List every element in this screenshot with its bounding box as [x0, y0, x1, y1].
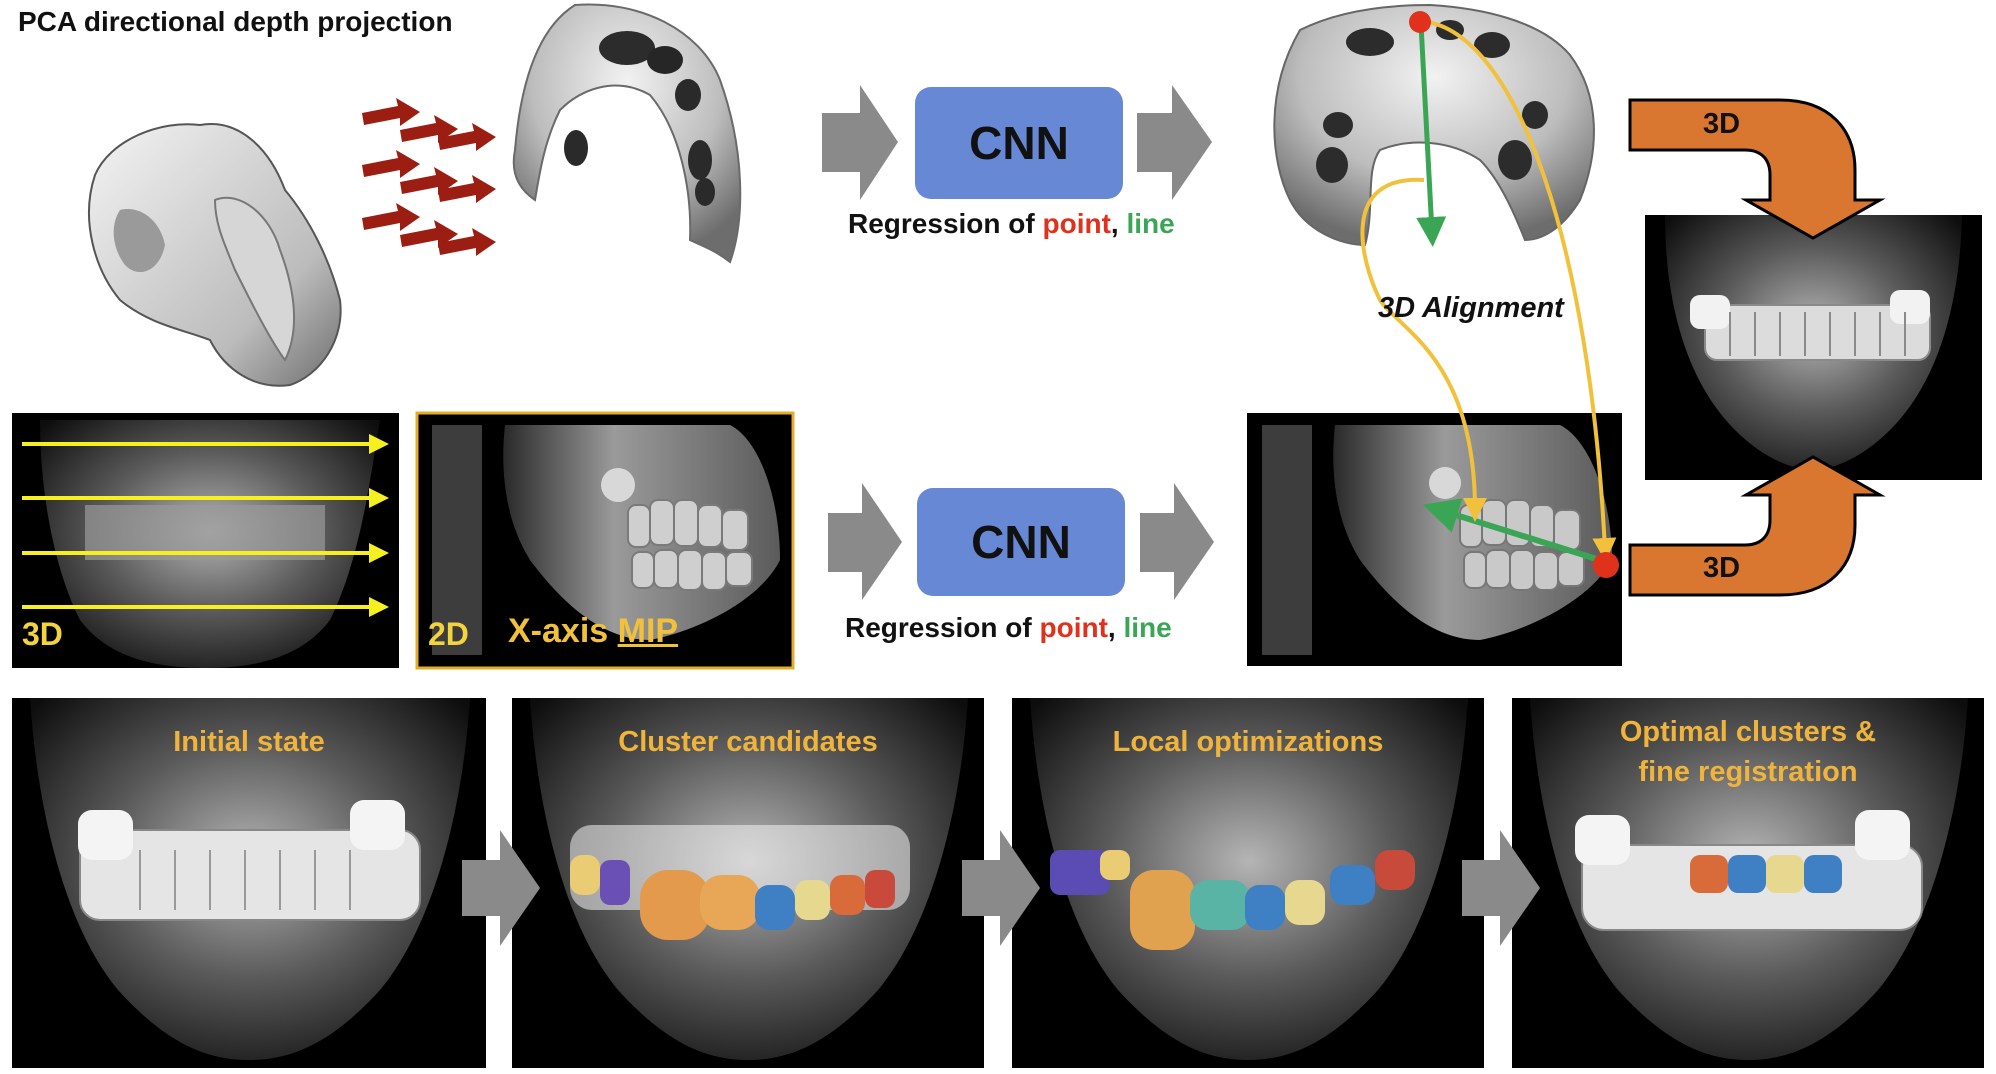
stage-caption-4a: Optimal clusters & — [1619, 716, 1877, 748]
stage-caption-4b: fine registration — [1638, 756, 1858, 788]
stage-caption-1: Initial state — [173, 726, 325, 758]
scan-panel — [12, 413, 399, 668]
alignment-curve-outer — [1427, 20, 1617, 562]
regression-line-bottom: line — [1123, 612, 1172, 643]
depth-map-left — [512, 3, 742, 264]
projection-arrows — [362, 98, 496, 256]
flow-arrows-row1 — [822, 85, 1212, 200]
regression-sep-top: , — [1110, 208, 1127, 239]
mip-title-prefix: X-axis — [508, 612, 618, 650]
point-top — [1409, 11, 1431, 33]
point-lateral — [1593, 552, 1619, 578]
regression-caption-top: Regression of point, line — [848, 208, 1175, 240]
arrow-3d-label-top: 3D — [1703, 108, 1741, 140]
regression-prefix-bottom: Regression of — [845, 612, 1040, 643]
stage-caption-2: Cluster candidates — [618, 726, 878, 758]
cnn-box-bottom: CNN — [917, 488, 1125, 596]
scan-panel-label: 3D — [22, 616, 63, 652]
stage-panels — [12, 698, 1984, 1068]
cnn-label-bottom: CNN — [971, 516, 1071, 568]
jaw-mesh-model — [88, 123, 342, 387]
arrow-3d-label-bottom: 3D — [1703, 552, 1741, 584]
lateral-panel — [1247, 413, 1622, 666]
alignment-label: 3D Alignment — [1378, 292, 1564, 324]
result-panel — [1645, 215, 1982, 480]
stage-panel-2 — [512, 698, 984, 1068]
regression-line-top: line — [1126, 208, 1175, 239]
regression-point-bottom: point — [1039, 612, 1108, 643]
regression-point-top: point — [1042, 208, 1111, 239]
stage-panel-3 — [1012, 698, 1484, 1068]
stage-panel-4 — [1512, 698, 1984, 1068]
depth-map-right — [1273, 3, 1595, 247]
alignment-curve-inner — [1360, 177, 1487, 522]
mip-title-mip: MIP — [617, 612, 679, 650]
stage-arrows — [462, 830, 1540, 946]
diagram-title: PCA directional depth projection — [18, 6, 453, 37]
mip-title: X-axis MIP — [508, 612, 678, 651]
green-line-top — [1416, 23, 1447, 247]
cnn-box-top: CNN — [915, 87, 1123, 199]
regression-caption-bottom: Regression of point, line — [845, 612, 1172, 644]
regression-prefix-top: Regression of — [848, 208, 1043, 239]
stage-panel-1 — [12, 698, 486, 1068]
flow-arrows-row2 — [828, 483, 1214, 600]
cnn-label-top: CNN — [969, 117, 1069, 169]
regression-sep-bottom: , — [1107, 612, 1124, 643]
mip-panel — [415, 411, 795, 670]
mip-dim-label: 2D — [428, 616, 469, 652]
orange-3d-arrows — [1628, 98, 1886, 597]
stage-caption-3: Local optimizations — [1112, 726, 1384, 758]
